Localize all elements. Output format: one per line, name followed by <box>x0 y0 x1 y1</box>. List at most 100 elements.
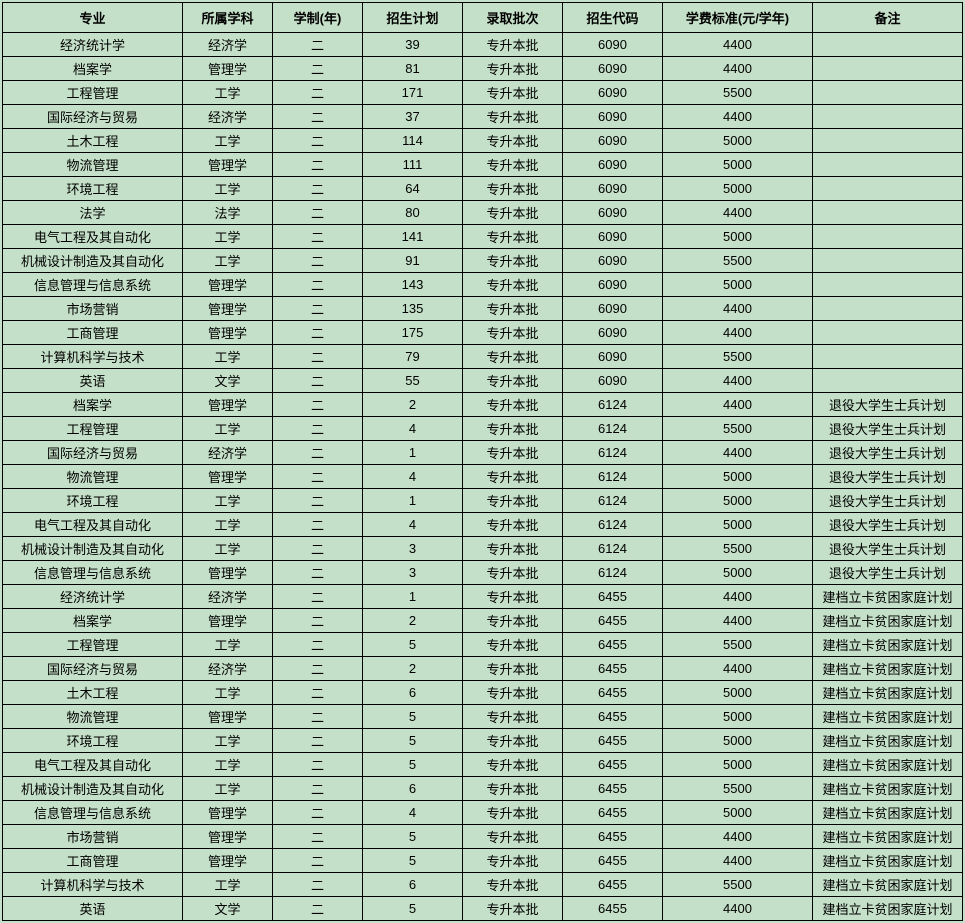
table-cell: 国际经济与贸易 <box>3 441 183 465</box>
table-row: 环境工程工学二5专升本批64555000建档立卡贫困家庭计划 <box>3 729 963 753</box>
table-row: 市场营销管理学二135专升本批60904400 <box>3 297 963 321</box>
table-cell: 电气工程及其自动化 <box>3 753 183 777</box>
table-cell: 5000 <box>663 705 813 729</box>
table-cell: 6090 <box>563 33 663 57</box>
table-cell: 5500 <box>663 81 813 105</box>
table-row: 信息管理与信息系统管理学二143专升本批60905000 <box>3 273 963 297</box>
col-tuition: 学费标准(元/学年) <box>663 3 813 33</box>
table-cell: 6455 <box>563 729 663 753</box>
table-cell: 6090 <box>563 81 663 105</box>
table-cell: 机械设计制造及其自动化 <box>3 249 183 273</box>
table-cell: 环境工程 <box>3 489 183 513</box>
table-cell: 4400 <box>663 297 813 321</box>
table-cell: 二 <box>273 897 363 921</box>
col-remark: 备注 <box>813 3 963 33</box>
table-cell: 电气工程及其自动化 <box>3 513 183 537</box>
table-cell: 5000 <box>663 129 813 153</box>
table-cell: 6455 <box>563 609 663 633</box>
table-cell <box>813 345 963 369</box>
table-cell: 建档立卡贫困家庭计划 <box>813 681 963 705</box>
table-cell: 电气工程及其自动化 <box>3 225 183 249</box>
table-cell: 英语 <box>3 369 183 393</box>
table-cell: 6455 <box>563 825 663 849</box>
table-cell: 5000 <box>663 801 813 825</box>
table-cell: 141 <box>363 225 463 249</box>
table-cell: 5000 <box>663 225 813 249</box>
table-cell: 39 <box>363 33 463 57</box>
table-cell: 工学 <box>183 489 273 513</box>
table-cell: 4400 <box>663 321 813 345</box>
table-cell: 143 <box>363 273 463 297</box>
table-cell: 机械设计制造及其自动化 <box>3 777 183 801</box>
table-cell: 5 <box>363 705 463 729</box>
table-cell: 4400 <box>663 105 813 129</box>
table-cell: 退役大学生士兵计划 <box>813 465 963 489</box>
table-cell: 工学 <box>183 873 273 897</box>
table-cell: 土木工程 <box>3 681 183 705</box>
table-cell: 6090 <box>563 225 663 249</box>
table-cell: 二 <box>273 609 363 633</box>
table-cell: 管理学 <box>183 273 273 297</box>
table-cell: 经济学 <box>183 105 273 129</box>
table-cell: 6455 <box>563 897 663 921</box>
table-cell: 5000 <box>663 753 813 777</box>
table-cell: 4400 <box>663 609 813 633</box>
table-cell: 工学 <box>183 129 273 153</box>
table-cell: 5 <box>363 825 463 849</box>
table-cell: 建档立卡贫困家庭计划 <box>813 633 963 657</box>
table-cell: 5000 <box>663 729 813 753</box>
table-cell: 工学 <box>183 81 273 105</box>
table-cell: 6124 <box>563 537 663 561</box>
table-cell: 工商管理 <box>3 849 183 873</box>
table-cell: 管理学 <box>183 57 273 81</box>
table-cell: 4 <box>363 801 463 825</box>
table-cell: 专升本批 <box>463 297 563 321</box>
table-cell: 二 <box>273 369 363 393</box>
table-cell: 工学 <box>183 537 273 561</box>
table-row: 物流管理管理学二111专升本批60905000 <box>3 153 963 177</box>
table-cell: 5000 <box>663 489 813 513</box>
table-cell: 6090 <box>563 177 663 201</box>
table-cell: 土木工程 <box>3 129 183 153</box>
table-cell: 6 <box>363 873 463 897</box>
table-cell: 信息管理与信息系统 <box>3 561 183 585</box>
table-cell: 6090 <box>563 57 663 81</box>
table-cell: 80 <box>363 201 463 225</box>
table-cell: 2 <box>363 393 463 417</box>
table-cell: 二 <box>273 249 363 273</box>
table-row: 工商管理管理学二5专升本批64554400建档立卡贫困家庭计划 <box>3 849 963 873</box>
table-cell: 专升本批 <box>463 273 563 297</box>
table-cell: 信息管理与信息系统 <box>3 273 183 297</box>
table-cell: 5500 <box>663 777 813 801</box>
table-cell: 6090 <box>563 273 663 297</box>
table-cell: 二 <box>273 849 363 873</box>
table-cell: 环境工程 <box>3 729 183 753</box>
table-cell: 退役大学生士兵计划 <box>813 417 963 441</box>
table-cell: 6090 <box>563 105 663 129</box>
table-cell: 二 <box>273 33 363 57</box>
table-cell: 二 <box>273 177 363 201</box>
table-cell: 档案学 <box>3 57 183 81</box>
table-cell: 二 <box>273 729 363 753</box>
table-row: 档案学管理学二2专升本批64554400建档立卡贫困家庭计划 <box>3 609 963 633</box>
table-cell: 档案学 <box>3 393 183 417</box>
table-cell: 工学 <box>183 417 273 441</box>
col-duration: 学制(年) <box>273 3 363 33</box>
table-row: 国际经济与贸易经济学二37专升本批60904400 <box>3 105 963 129</box>
table-cell: 专升本批 <box>463 729 563 753</box>
table-cell: 175 <box>363 321 463 345</box>
table-cell: 5 <box>363 729 463 753</box>
table-row: 计算机科学与技术工学二79专升本批60905500 <box>3 345 963 369</box>
table-cell: 114 <box>363 129 463 153</box>
table-row: 工程管理工学二171专升本批60905500 <box>3 81 963 105</box>
col-code: 招生代码 <box>563 3 663 33</box>
table-cell: 专升本批 <box>463 417 563 441</box>
table-cell: 专升本批 <box>463 441 563 465</box>
table-cell: 二 <box>273 393 363 417</box>
table-cell: 退役大学生士兵计划 <box>813 489 963 513</box>
table-cell: 国际经济与贸易 <box>3 657 183 681</box>
table-row: 电气工程及其自动化工学二141专升本批60905000 <box>3 225 963 249</box>
table-cell: 6090 <box>563 369 663 393</box>
table-cell: 4400 <box>663 825 813 849</box>
table-cell: 管理学 <box>183 609 273 633</box>
